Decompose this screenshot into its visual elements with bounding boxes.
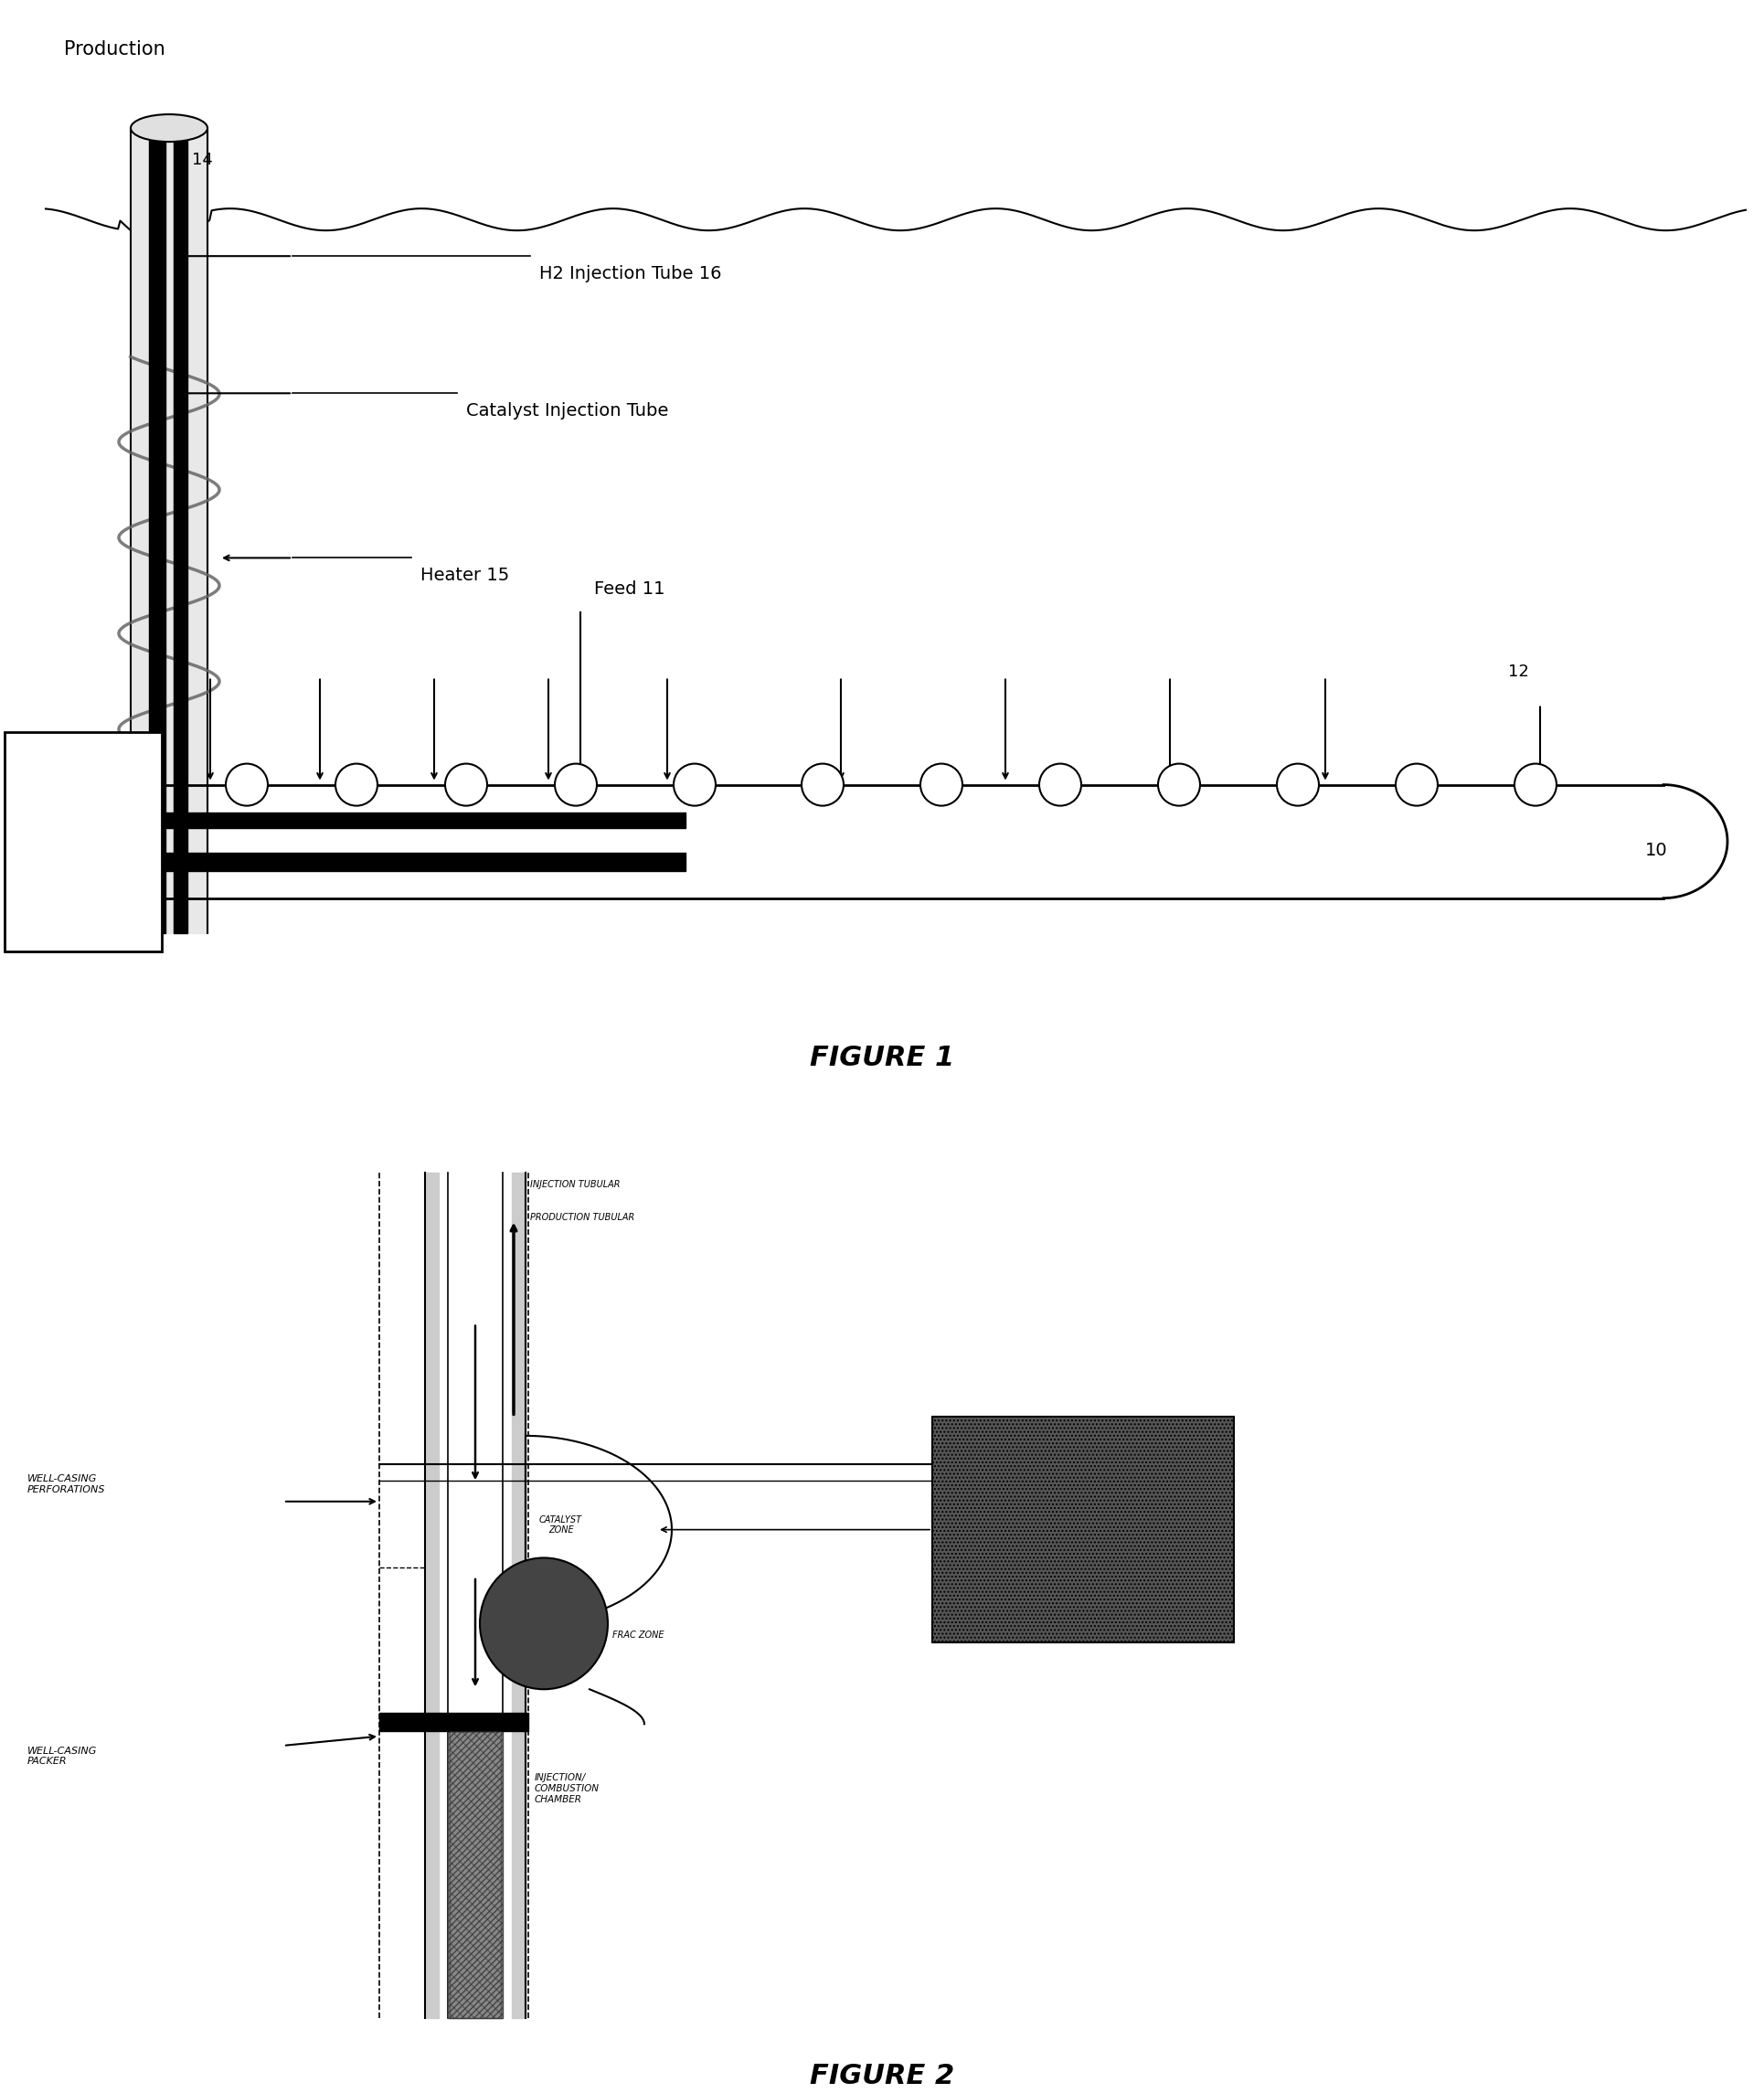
Text: Heater 15: Heater 15 — [420, 567, 510, 584]
Text: CATALYST
ZONE: CATALYST ZONE — [540, 1515, 582, 1534]
Circle shape — [674, 764, 716, 806]
Circle shape — [1157, 764, 1200, 806]
Text: Production: Production — [64, 40, 166, 59]
Ellipse shape — [131, 115, 208, 142]
Circle shape — [921, 764, 963, 806]
Text: Feed 11: Feed 11 — [594, 580, 665, 599]
Circle shape — [1039, 764, 1081, 806]
Circle shape — [1515, 764, 1556, 806]
Text: PRODUCTION TUBULAR: PRODUCTION TUBULAR — [531, 1212, 635, 1222]
Circle shape — [556, 764, 596, 806]
Text: FRAC ZONE: FRAC ZONE — [612, 1630, 663, 1639]
Circle shape — [480, 1557, 609, 1689]
Text: H2 Injection Tube 16: H2 Injection Tube 16 — [540, 266, 721, 283]
Text: FIGURE 2: FIGURE 2 — [810, 2062, 954, 2089]
Text: Catalyst Injection Tube: Catalyst Injection Tube — [466, 402, 669, 421]
Text: WELL-CASING
PACKER: WELL-CASING PACKER — [28, 1746, 97, 1766]
Circle shape — [226, 764, 268, 806]
Text: 14: 14 — [192, 153, 213, 167]
Text: INJECTION/
COMBUSTION
CHAMBER: INJECTION/ COMBUSTION CHAMBER — [534, 1773, 600, 1804]
Text: S/W Separator
50: S/W Separator 50 — [23, 825, 143, 858]
Text: 10: 10 — [1646, 841, 1667, 858]
Circle shape — [1277, 764, 1319, 806]
Bar — [5, 733, 162, 950]
Text: FIGURE 1: FIGURE 1 — [810, 1044, 954, 1072]
Text: INJECTION TUBULAR: INJECTION TUBULAR — [531, 1180, 621, 1189]
Circle shape — [801, 764, 843, 806]
Circle shape — [335, 764, 377, 806]
Circle shape — [445, 764, 487, 806]
Text: 12: 12 — [1508, 663, 1529, 680]
Bar — [931, 1417, 1233, 1643]
Circle shape — [1395, 764, 1438, 806]
Text: WELL-CASING
PERFORATIONS: WELL-CASING PERFORATIONS — [28, 1473, 106, 1494]
